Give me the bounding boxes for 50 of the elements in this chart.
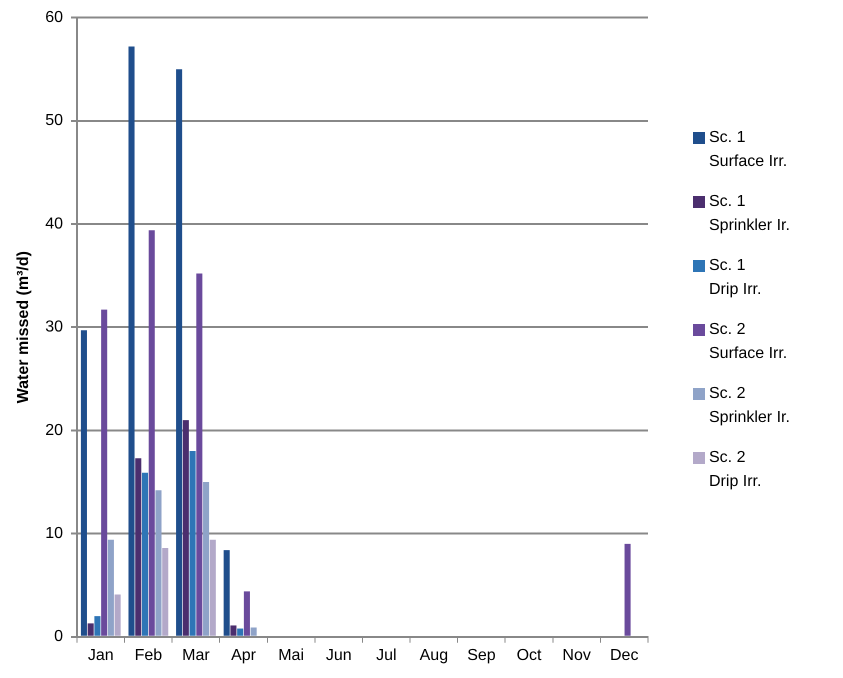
- bar: [88, 623, 94, 636]
- bar: [94, 616, 100, 636]
- bar: [142, 472, 148, 636]
- bar: [148, 230, 155, 636]
- legend-label: Sc. 1 Drip Irr.: [709, 256, 762, 300]
- bar: [210, 540, 216, 636]
- x-tick-label: Jun: [326, 646, 352, 664]
- x-tick-label: Nov: [562, 646, 591, 664]
- x-tick-label: Apr: [231, 646, 257, 664]
- bar: [108, 540, 114, 636]
- bar: [114, 594, 121, 636]
- legend-label: Sc. 2 Drip Irr.: [709, 448, 762, 492]
- x-tick-label: Mar: [182, 646, 210, 664]
- x-tick-label: Feb: [134, 646, 162, 664]
- legend-label: Sc. 2 Sprinkler Ir.: [709, 384, 790, 428]
- y-tick-label: 40: [45, 215, 64, 232]
- bar: [230, 625, 236, 636]
- legend-label: Sc. 1 Surface Irr.: [709, 128, 788, 172]
- y-axis-title: Water missed (m³/d): [15, 251, 32, 404]
- y-tick-label: 30: [45, 318, 64, 336]
- bar: [80, 330, 87, 636]
- bar: [250, 628, 257, 636]
- bar: [176, 69, 182, 636]
- bar: [624, 544, 631, 636]
- bar: [135, 458, 142, 636]
- x-tick-label: Sep: [467, 646, 496, 664]
- bar: [190, 451, 196, 636]
- x-tick-label: Aug: [420, 646, 448, 664]
- y-tick-label: 20: [45, 422, 64, 439]
- bar: [203, 482, 210, 636]
- x-tick-label: Mai: [278, 646, 304, 664]
- bar: [155, 490, 162, 636]
- bar: [224, 550, 230, 636]
- bar: [101, 310, 108, 636]
- bar: [244, 591, 250, 636]
- bar: [162, 548, 168, 636]
- x-tick-label: Dec: [610, 646, 638, 664]
- y-tick-label: 0: [54, 628, 64, 646]
- bar: [182, 420, 189, 636]
- bar: [237, 628, 244, 636]
- y-tick-label: 60: [45, 9, 64, 26]
- bar: [196, 274, 202, 636]
- y-tick-label: 10: [45, 525, 64, 542]
- bar: [128, 46, 135, 636]
- legend-label: Sc. 1 Sprinkler Ir.: [709, 192, 790, 236]
- x-tick-label: Jan: [88, 646, 114, 664]
- x-tick-label: Oct: [516, 646, 542, 664]
- y-tick-label: 50: [45, 112, 64, 130]
- legend-label: Sc. 2 Surface Irr.: [709, 320, 788, 364]
- x-tick-label: Jul: [376, 646, 397, 664]
